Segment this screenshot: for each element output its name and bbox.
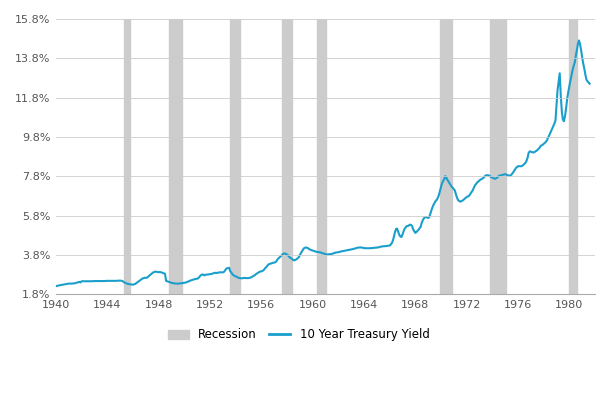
Bar: [440, 19, 451, 294]
Bar: [317, 19, 326, 294]
Bar: [230, 19, 240, 294]
Bar: [169, 19, 182, 294]
Bar: [490, 19, 506, 294]
Bar: [569, 19, 577, 294]
Bar: [124, 19, 130, 294]
Legend: Recession, 10 Year Treasury Yield: Recession, 10 Year Treasury Yield: [163, 324, 434, 346]
Bar: [282, 19, 292, 294]
